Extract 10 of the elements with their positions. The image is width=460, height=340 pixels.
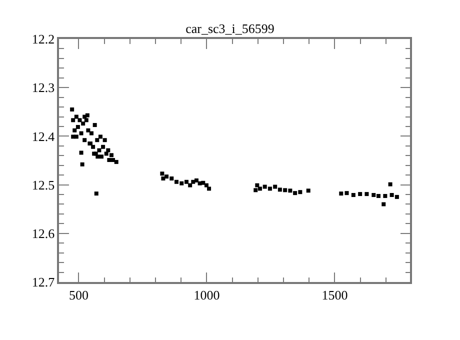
y-tick-label: 12.2 <box>32 32 55 47</box>
x-tick-label: 1500 <box>322 287 348 302</box>
chart-title: car_sc3_i_56599 <box>186 20 274 36</box>
y-tick-label: 12.5 <box>32 177 55 192</box>
x-tick-label: 1000 <box>194 287 220 302</box>
y-tick-label: 12.4 <box>32 128 56 144</box>
y-tick-label: 12.6 <box>32 226 56 241</box>
y-tick-label: 12.7 <box>32 274 56 290</box>
y-tick-label: 12.3 <box>32 80 55 96</box>
x-tick-label: 500 <box>68 287 88 302</box>
